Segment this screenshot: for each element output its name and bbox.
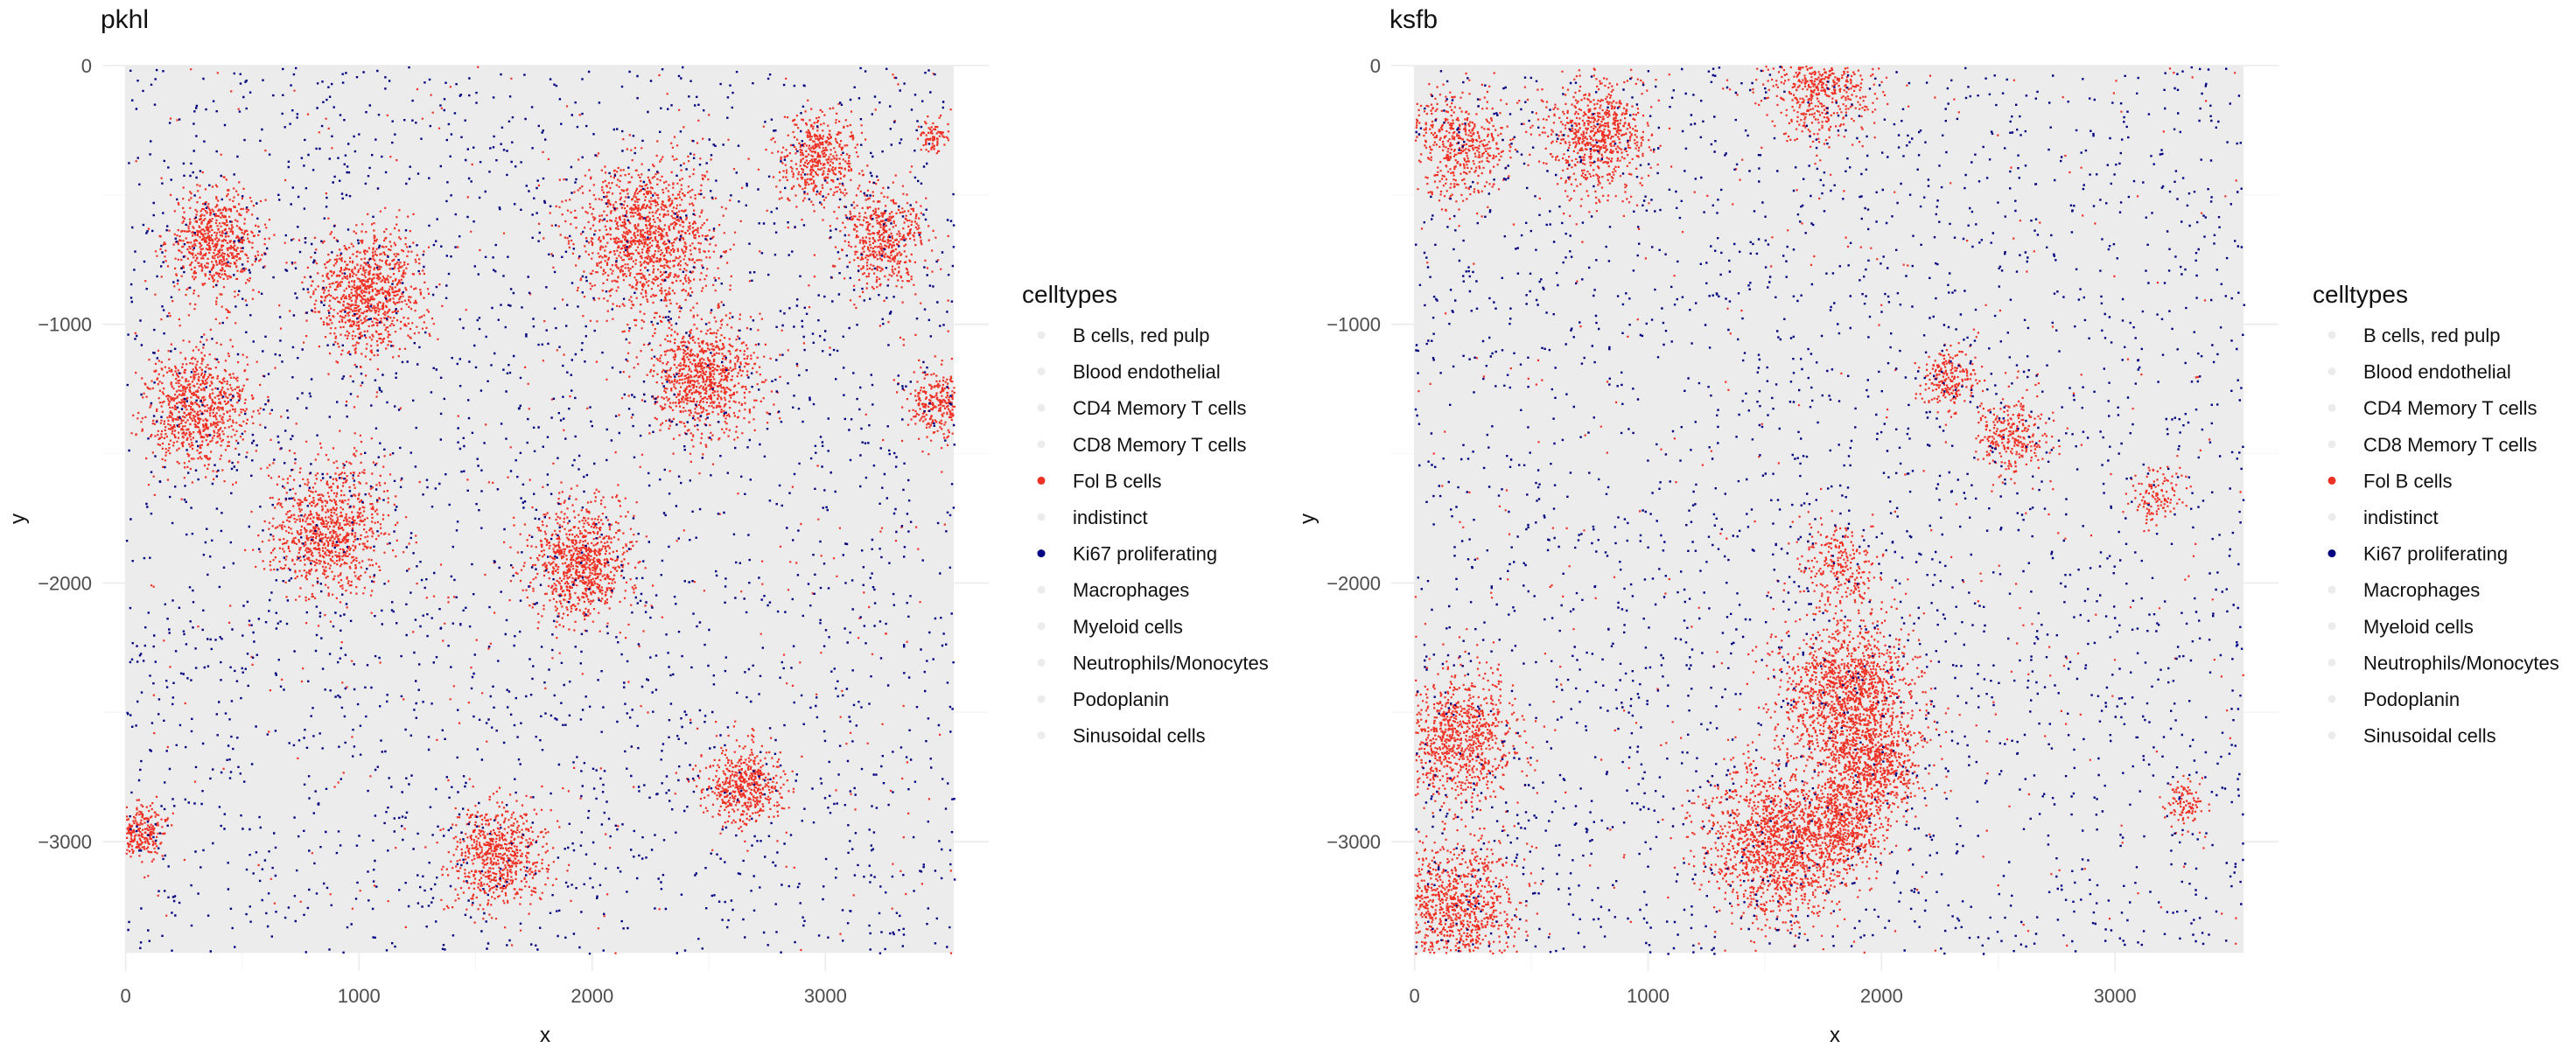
legend-key-dot — [2328, 367, 2336, 376]
y-tick-label: −1000 — [1326, 314, 1381, 336]
legend-item-label: Neutrophils/Monocytes — [1073, 652, 1269, 674]
y-tick-label: −3000 — [1326, 831, 1381, 853]
x-tick-label: 2000 — [570, 985, 613, 1007]
background-cells-field — [125, 66, 955, 954]
x-tick-label: 1000 — [338, 985, 381, 1007]
scatter-panel-pkhl: pkhl 0 1000 2000 3000 0 −1000 −2000 −3000 x y — [6, 5, 989, 1047]
legend-key-dot — [1037, 403, 1046, 412]
y-tick-label: 0 — [1370, 55, 1381, 77]
legend-title: celltypes — [1022, 281, 1117, 308]
legend-item-label: B cells, red pulp — [2363, 325, 2501, 346]
legend-key-dot — [2328, 585, 2336, 594]
x-axis-title: x — [1830, 1024, 1840, 1047]
legend-item-label: Blood endothelial — [1073, 361, 1221, 383]
legend-key-dot — [2328, 513, 2336, 521]
legend-item-label: Fol B cells — [1073, 470, 1161, 492]
legend-key-dot — [1037, 476, 1046, 485]
legend-item-label: Sinusoidal cells — [2363, 725, 2496, 747]
legend-key-dot — [1037, 331, 1046, 339]
legend-item-label: Neutrophils/Monocytes — [2363, 652, 2559, 674]
legend-key-dot — [1037, 622, 1046, 631]
x-tick-label: 3000 — [804, 985, 847, 1007]
legend-title: celltypes — [2313, 281, 2408, 308]
legend-key-dot — [1037, 549, 1046, 558]
legend-key-dot — [2328, 622, 2336, 631]
legend-key-dot — [2328, 731, 2336, 740]
legend-key-dot — [1037, 513, 1046, 521]
x-tick-label: 2000 — [1860, 985, 1903, 1007]
scatter-panel-ksfb: ksfb 0 1000 2000 3000 0 −1000 −2000 −3000 x y — [1296, 5, 2278, 1047]
legend-item-label: CD8 Memory T cells — [2363, 434, 2537, 456]
y-tick-label: −2000 — [1326, 572, 1381, 594]
x-axis-title: x — [540, 1024, 550, 1047]
panel-title: pkhl — [101, 5, 149, 34]
legend-pkhl: celltypes B cells, red pulp Blood endothe… — [1022, 281, 1269, 747]
legend-key-dot — [2328, 440, 2336, 449]
x-tick-label: 1000 — [1627, 985, 1670, 1007]
legend-key-dot — [2328, 403, 2336, 412]
legend-key-dot — [2328, 476, 2336, 485]
x-tick-label: 0 — [1410, 985, 1420, 1007]
legend-item-label: indistinct — [1073, 507, 1148, 528]
legend-item-label: indistinct — [2363, 507, 2439, 528]
y-axis-title: y — [1296, 514, 1320, 524]
legend-key-dot — [2328, 695, 2336, 703]
legend-key-dot — [1037, 440, 1046, 449]
x-tick-label: 0 — [121, 985, 131, 1007]
legend-item-label: Blood endothelial — [2363, 361, 2511, 383]
legend-item-label: Podoplanin — [1073, 688, 1169, 710]
legend-item-label: Sinusoidal cells — [1073, 725, 1206, 747]
legend-item-label: Podoplanin — [2363, 688, 2460, 710]
legend-item-label: Fol B cells — [2363, 470, 2452, 492]
legend-item-label: CD4 Memory T cells — [2363, 397, 2537, 419]
y-tick-label: −1000 — [38, 314, 92, 336]
legend-key-dot — [2328, 331, 2336, 339]
y-tick-label: −3000 — [38, 831, 92, 853]
y-axis-title: y — [6, 514, 30, 524]
legend-item-label: Myeloid cells — [1073, 616, 1183, 638]
legend-ksfb: celltypes B cells, red pulp Blood endothe… — [2313, 281, 2559, 747]
y-tick-label: −2000 — [38, 572, 92, 594]
legend-key-dot — [1037, 585, 1046, 594]
legend-key-dot — [1037, 658, 1046, 667]
y-tick-label: 0 — [81, 55, 92, 77]
panel-title: ksfb — [1390, 5, 1438, 34]
legend-item-label: Ki67 proliferating — [2363, 543, 2508, 565]
legend-key-dot — [2328, 549, 2336, 558]
legend-item-label: Macrophages — [1073, 579, 1189, 601]
legend-item-label: Macrophages — [2363, 579, 2480, 601]
legend-key-dot — [1037, 731, 1046, 740]
legend-key-dot — [1037, 367, 1046, 376]
legend-key-dot — [2328, 658, 2336, 667]
legend-item-label: Ki67 proliferating — [1073, 543, 1217, 565]
legend-item-label: CD4 Memory T cells — [1073, 397, 1246, 419]
legend-key-dot — [1037, 695, 1046, 703]
legend-item-label: CD8 Memory T cells — [1073, 434, 1246, 456]
legend-item-label: Myeloid cells — [2363, 616, 2474, 638]
x-tick-label: 3000 — [2094, 985, 2137, 1007]
ki67-proliferating-points — [1414, 66, 2245, 955]
legend-item-label: B cells, red pulp — [1073, 325, 1210, 346]
